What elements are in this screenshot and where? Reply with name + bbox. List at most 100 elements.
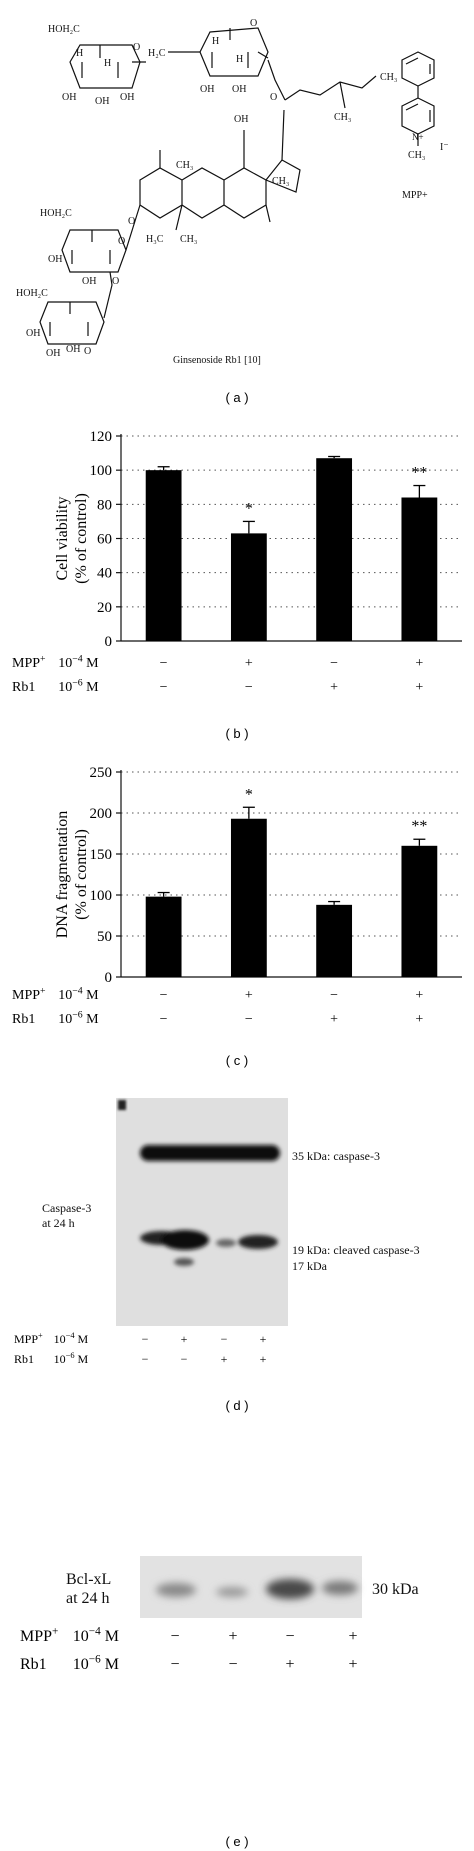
blot-d-left-label-line2: at 24 h	[42, 1216, 75, 1230]
atom-label-oh: OH	[26, 328, 40, 339]
treatment-sign: +	[348, 1656, 357, 1673]
treatment-sign: −	[285, 1628, 294, 1645]
atom-label-oh: OH	[82, 276, 96, 287]
ginsenoside-structure	[39, 27, 435, 345]
treatment-dose-1: 10−6 M	[54, 1351, 89, 1366]
atom-label-o: O	[84, 346, 91, 357]
treatment-sign: +	[285, 1656, 294, 1673]
bar	[145, 470, 182, 641]
atom-label-ch3: CH₃	[380, 72, 397, 83]
treatment-name-1: Rb1	[20, 1656, 47, 1673]
atom-label-iodide: I⁻	[440, 142, 449, 153]
blot-d-labels: Caspase-3 at 24 h 35 kDa: caspase-3 19 k…	[42, 1149, 420, 1273]
dna-fragmentation-chart: 0 50 100 150 200 250 DNA fragmentation (% of co…	[12, 765, 462, 1027]
atom-label-oh: OH	[234, 114, 248, 125]
steroid-core	[139, 159, 301, 219]
atom-label-ch3: CH₃	[408, 150, 425, 161]
atom-label-h: H	[236, 54, 243, 65]
atom-label-oh: OH	[95, 96, 109, 107]
band-30kda-lane2	[216, 1587, 248, 1597]
treatment-name-1: Rb1	[12, 1012, 35, 1027]
treatment-sign: −	[245, 1012, 253, 1027]
treatment-sign: +	[245, 988, 253, 1003]
treatment-sign: −	[245, 680, 253, 695]
structure-labels: HOH₂C H₂C O O O OH OH OH OH OH H H H H C…	[16, 18, 449, 366]
atom-label-ch3: CH₃	[334, 112, 351, 123]
atom-label-o: O	[112, 276, 119, 287]
panel-label-d: ( d )	[225, 1398, 248, 1413]
atom-label-hoh2c: HOH₂C	[48, 24, 80, 35]
y-tick-label: 250	[90, 765, 113, 781]
bar	[230, 818, 267, 977]
y-tick-label: 100	[90, 888, 113, 904]
bar	[401, 845, 438, 977]
atom-label-oh: OH	[232, 84, 246, 95]
band-label-30kda: 30 kDa	[372, 1581, 419, 1598]
mpp-phenyl-ring	[401, 51, 435, 87]
atom-label-oh: OH	[46, 348, 60, 359]
y-tick-label: 120	[90, 429, 113, 445]
y-tick-label: 50	[97, 929, 112, 945]
atom-label-oh: OH	[66, 344, 80, 355]
band-35kda	[140, 1145, 280, 1161]
band-19kda-lane3	[216, 1239, 236, 1247]
atom-label-n-plus: N+	[412, 132, 424, 142]
significance-marker: *	[245, 786, 253, 803]
treatment-sign: −	[221, 1332, 228, 1346]
treatment-sign: +	[260, 1352, 267, 1366]
treatment-sign: +	[228, 1628, 237, 1645]
treatment-sign: −	[160, 656, 168, 671]
band-19kda-lane2	[161, 1230, 209, 1250]
caspase3-blot	[116, 1098, 288, 1326]
mpp-label: MPP+	[402, 190, 428, 201]
y-axis-label: (% of control)	[73, 829, 90, 920]
atom-label-h: H	[212, 36, 219, 47]
blot-d-left-label-line1: Caspase-3	[42, 1201, 91, 1215]
treatment-sign: +	[415, 988, 423, 1003]
band-label-19kda: 19 kDa: cleaved caspase-3	[292, 1243, 420, 1257]
treatment-sign: −	[160, 680, 168, 695]
treatment-sign: −	[170, 1656, 179, 1673]
y-tick-label: 200	[90, 806, 113, 822]
atom-label-ch3: CH₃	[176, 160, 193, 171]
y-tick-label: 100	[90, 463, 113, 479]
sugar-ring-top-left	[69, 44, 141, 89]
treatment-sign: −	[181, 1352, 188, 1366]
significance-marker: **	[411, 818, 427, 835]
treatment-dose-1: 10−6 M	[58, 677, 99, 695]
treatment-sign: +	[221, 1352, 228, 1366]
y-axis-label: Cell viability	[54, 497, 71, 581]
treatment-sign: +	[330, 1012, 338, 1027]
atom-label-ch3: CH₃	[180, 234, 197, 245]
treatment-sign: −	[142, 1352, 149, 1366]
treatment-sign: −	[160, 988, 168, 1003]
atom-label-hoh2c: HOH₂C	[40, 208, 72, 219]
bar	[401, 497, 438, 641]
treatment-sign: +	[415, 656, 423, 671]
treatment-dose-0: 10−4 M	[58, 653, 99, 671]
treatment-dose-0: 10−4 M	[58, 985, 99, 1003]
atom-label-oh: OH	[200, 84, 214, 95]
bclxl-blot	[140, 1556, 362, 1618]
bar	[145, 896, 182, 977]
panel-label-c: ( c )	[226, 1053, 248, 1068]
blot-membrane	[116, 1098, 288, 1326]
sugar-ring-bottom	[39, 301, 105, 345]
treatment-dose-0: 10−4 M	[73, 1626, 119, 1645]
sugar-ring-top-right	[199, 27, 269, 77]
treatment-name-1: Rb1	[14, 1352, 34, 1366]
blot-e-left-label-line2: at 24 h	[66, 1590, 110, 1607]
atom-label-o: O	[118, 236, 125, 247]
panel-label-b: ( b )	[225, 726, 248, 741]
y-tick-label: 60	[97, 532, 112, 548]
treatment-sign: −	[170, 1628, 179, 1645]
sugar-ring-middle	[61, 229, 127, 273]
atom-label-o: O	[250, 18, 257, 29]
atom-label-o: O	[128, 216, 135, 227]
atom-label-h3c: H₃C	[146, 234, 164, 245]
treatment-sign: −	[330, 988, 338, 1003]
y-tick-label: 40	[97, 566, 112, 582]
atom-label-h2c: H₂C	[148, 48, 166, 59]
y-axis-label: (% of control)	[73, 493, 90, 584]
